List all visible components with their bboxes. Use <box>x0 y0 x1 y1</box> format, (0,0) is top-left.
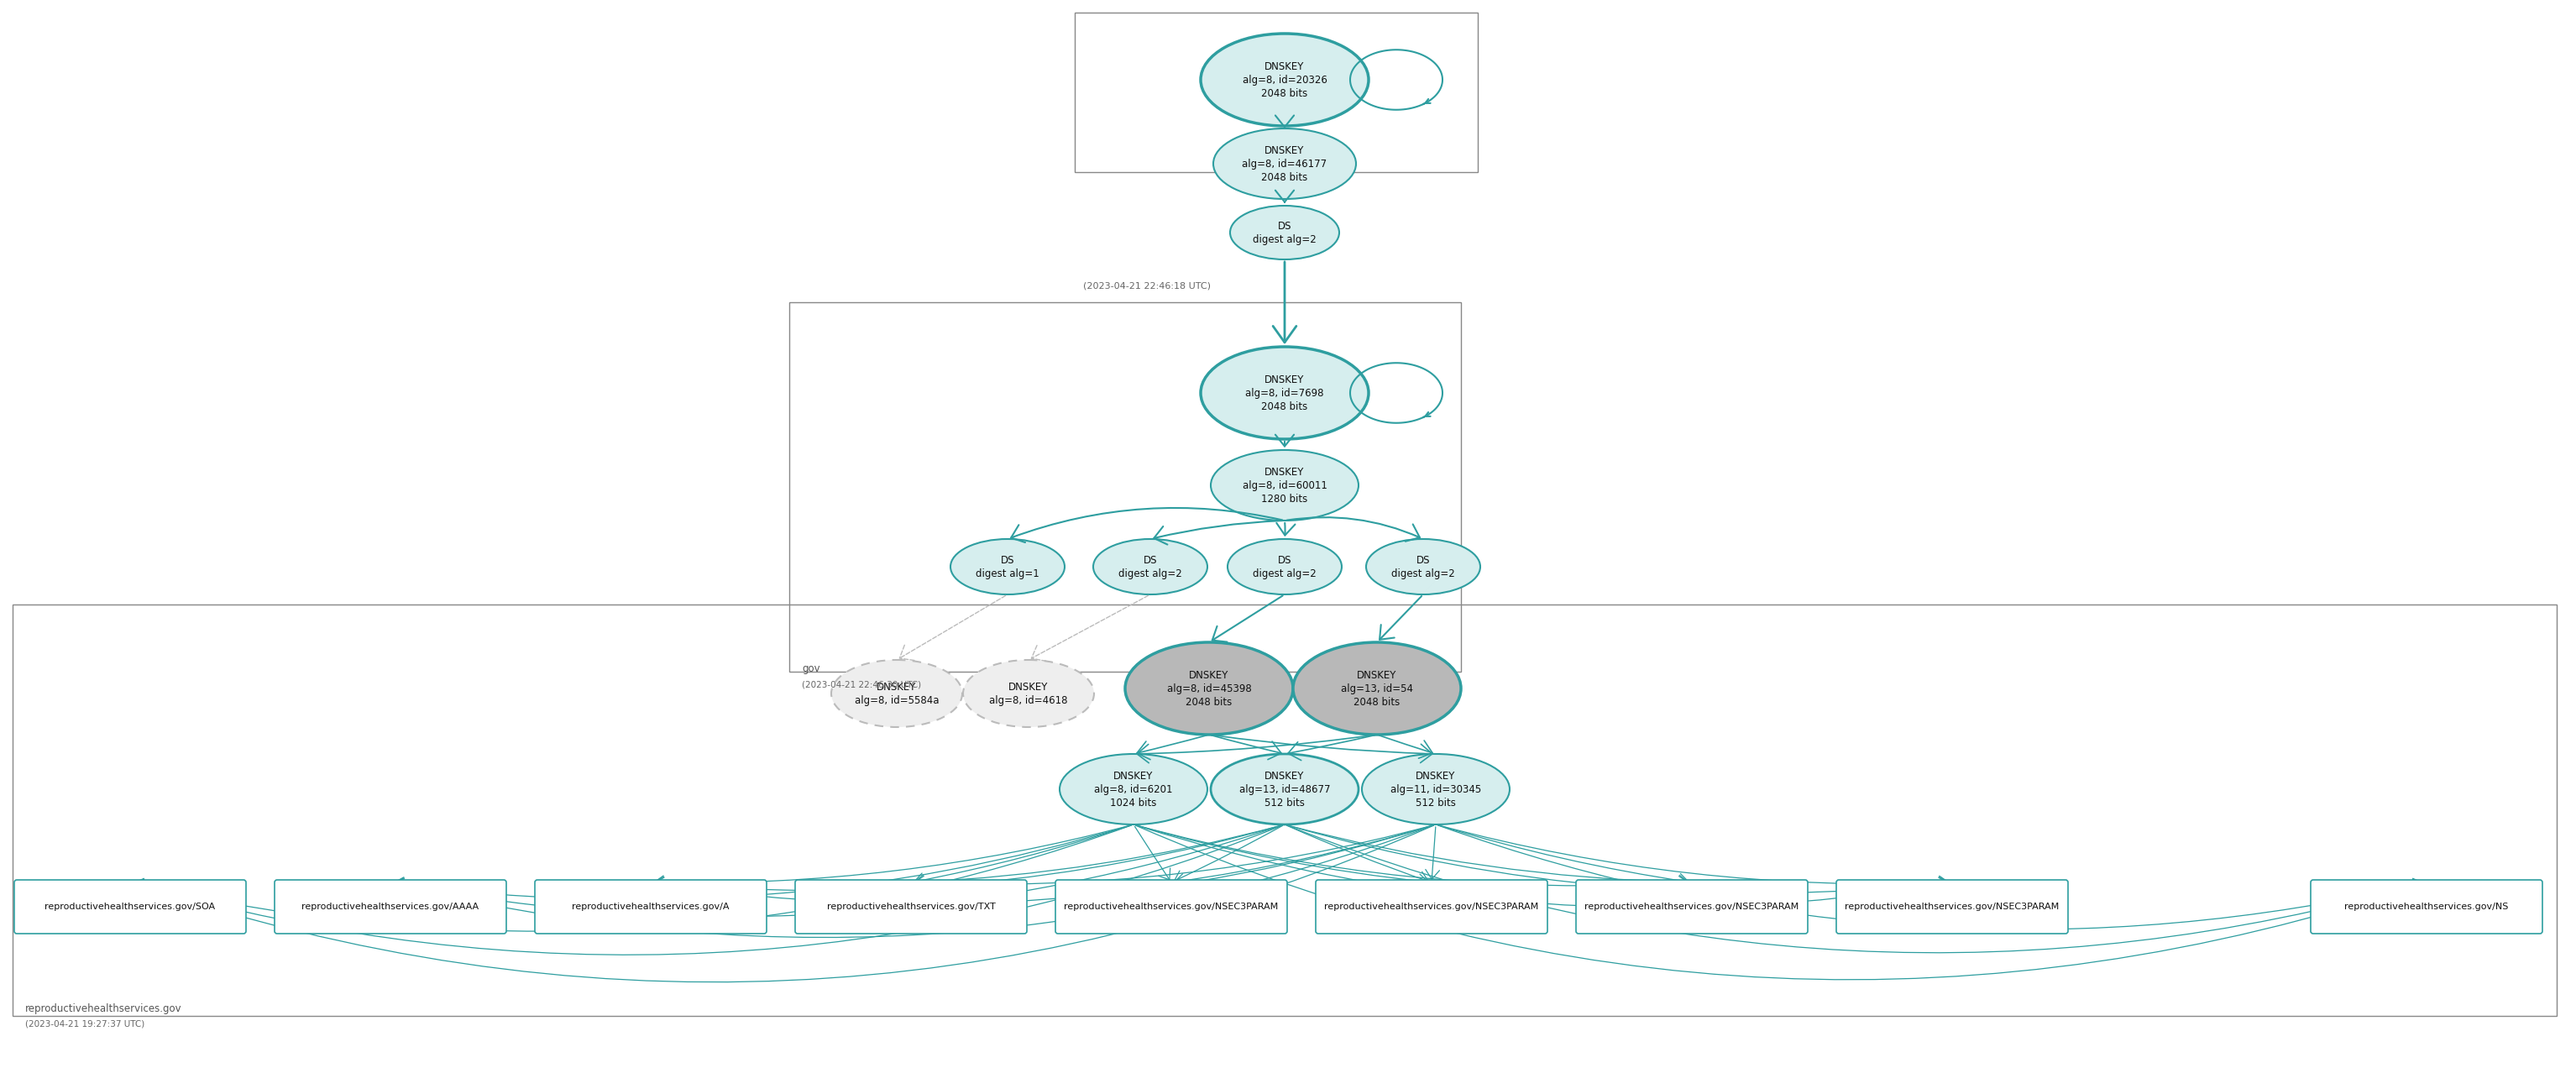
Text: DNSKEY
alg=8, id=6201
1024 bits: DNSKEY alg=8, id=6201 1024 bits <box>1095 770 1172 808</box>
FancyBboxPatch shape <box>796 880 1028 934</box>
FancyBboxPatch shape <box>15 880 247 934</box>
Ellipse shape <box>1200 33 1368 126</box>
Text: reproductivehealthservices.gov/SOA: reproductivehealthservices.gov/SOA <box>44 902 216 911</box>
Ellipse shape <box>1363 754 1510 824</box>
Ellipse shape <box>1213 129 1355 199</box>
Ellipse shape <box>1231 206 1340 260</box>
Text: reproductivehealthservices.gov/NS: reproductivehealthservices.gov/NS <box>2344 902 2509 911</box>
Text: reproductivehealthservices.gov/A: reproductivehealthservices.gov/A <box>572 902 729 911</box>
Ellipse shape <box>1365 539 1481 594</box>
Text: reproductivehealthservices.gov: reproductivehealthservices.gov <box>26 1003 183 1014</box>
Ellipse shape <box>1059 754 1208 824</box>
Text: reproductivehealthservices.gov/TXT: reproductivehealthservices.gov/TXT <box>827 902 994 911</box>
FancyBboxPatch shape <box>536 880 768 934</box>
FancyBboxPatch shape <box>276 880 507 934</box>
Text: reproductivehealthservices.gov/NSEC3PARAM: reproductivehealthservices.gov/NSEC3PARA… <box>1584 902 1798 911</box>
Ellipse shape <box>1092 539 1208 594</box>
Text: DNSKEY
alg=8, id=60011
1280 bits: DNSKEY alg=8, id=60011 1280 bits <box>1242 467 1327 504</box>
Text: DNSKEY
alg=8, id=5584a: DNSKEY alg=8, id=5584a <box>855 681 938 706</box>
Bar <box>1074 13 1479 172</box>
FancyBboxPatch shape <box>1316 880 1548 934</box>
Text: reproductivehealthservices.gov/AAAA: reproductivehealthservices.gov/AAAA <box>301 902 479 911</box>
Text: (2023-04-21 22:46:30 UTC): (2023-04-21 22:46:30 UTC) <box>801 680 922 689</box>
Text: DNSKEY
alg=13, id=48677
512 bits: DNSKEY alg=13, id=48677 512 bits <box>1239 770 1329 808</box>
Text: DNSKEY
alg=11, id=30345
512 bits: DNSKEY alg=11, id=30345 512 bits <box>1391 770 1481 808</box>
Text: DS
digest alg=1: DS digest alg=1 <box>976 555 1038 579</box>
FancyBboxPatch shape <box>1577 880 1808 934</box>
Bar <box>788 303 1461 672</box>
Ellipse shape <box>951 539 1064 594</box>
Text: DNSKEY
alg=13, id=54
2048 bits: DNSKEY alg=13, id=54 2048 bits <box>1342 670 1414 707</box>
FancyBboxPatch shape <box>2311 880 2543 934</box>
Text: DNSKEY
alg=8, id=45398
2048 bits: DNSKEY alg=8, id=45398 2048 bits <box>1167 670 1252 707</box>
Ellipse shape <box>1211 450 1358 520</box>
Ellipse shape <box>832 660 963 727</box>
Text: DNSKEY
alg=8, id=4618: DNSKEY alg=8, id=4618 <box>989 681 1069 706</box>
Text: DNSKEY
alg=8, id=46177
2048 bits: DNSKEY alg=8, id=46177 2048 bits <box>1242 145 1327 182</box>
Ellipse shape <box>1229 539 1342 594</box>
Text: DNSKEY
alg=8, id=20326
2048 bits: DNSKEY alg=8, id=20326 2048 bits <box>1242 61 1327 99</box>
Text: gov: gov <box>801 663 819 674</box>
Ellipse shape <box>1126 643 1293 735</box>
Text: DS
digest alg=2: DS digest alg=2 <box>1252 555 1316 579</box>
Text: reproductivehealthservices.gov/NSEC3PARAM: reproductivehealthservices.gov/NSEC3PARA… <box>1844 902 2058 911</box>
Bar <box>13 604 2558 1016</box>
Text: DS
digest alg=2: DS digest alg=2 <box>1252 220 1316 245</box>
Text: reproductivehealthservices.gov/NSEC3PARAM: reproductivehealthservices.gov/NSEC3PARA… <box>1064 902 1278 911</box>
Ellipse shape <box>1211 754 1358 824</box>
Ellipse shape <box>1200 347 1368 439</box>
Text: DS
digest alg=2: DS digest alg=2 <box>1118 555 1182 579</box>
Ellipse shape <box>963 660 1095 727</box>
Text: DNSKEY
alg=8, id=7698
2048 bits: DNSKEY alg=8, id=7698 2048 bits <box>1244 374 1324 412</box>
Text: DS
digest alg=2: DS digest alg=2 <box>1391 555 1455 579</box>
Ellipse shape <box>1293 643 1461 735</box>
Text: (2023-04-21 22:46:18 UTC): (2023-04-21 22:46:18 UTC) <box>1082 281 1211 290</box>
Text: reproductivehealthservices.gov/NSEC3PARAM: reproductivehealthservices.gov/NSEC3PARA… <box>1324 902 1538 911</box>
Text: (2023-04-21 19:27:37 UTC): (2023-04-21 19:27:37 UTC) <box>26 1020 144 1029</box>
FancyBboxPatch shape <box>1837 880 2069 934</box>
FancyBboxPatch shape <box>1056 880 1288 934</box>
